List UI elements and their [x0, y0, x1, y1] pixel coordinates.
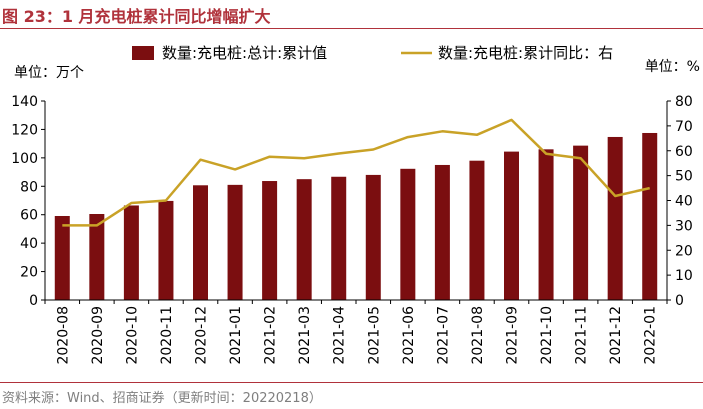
left-tick-label: 40 — [20, 236, 38, 252]
chart: 数量:充电桩:总计:累计值 数量:充电桩:累计同比：右 单位：万个 单位：% 0… — [11, 44, 700, 365]
x-tick-label: 2021-01 — [228, 306, 244, 365]
left-tick-label: 0 — [29, 293, 38, 309]
bar — [296, 179, 312, 300]
left-tick-label: 60 — [20, 208, 38, 224]
bar — [227, 184, 243, 300]
x-tick-label: 2021-11 — [574, 306, 590, 365]
x-tick-label: 2020-11 — [159, 306, 175, 365]
bar — [607, 136, 623, 300]
x-tick-label: 2020-12 — [194, 306, 210, 365]
bar — [573, 145, 589, 300]
right-unit-label: 单位：% — [645, 59, 700, 75]
x-tick-label: 2021-12 — [608, 306, 624, 365]
left-tick-label: 100 — [11, 151, 38, 167]
x-tick-label: 2020-10 — [124, 306, 140, 365]
x-tick-label: 2022-01 — [643, 306, 659, 365]
bar — [400, 168, 416, 300]
x-tick-label: 2021-09 — [505, 306, 521, 365]
legend: 数量:充电桩:总计:累计值 数量:充电桩:累计同比：右 — [132, 44, 613, 62]
bar — [54, 215, 70, 300]
left-tick-label: 20 — [20, 265, 38, 281]
x-tick-label: 2021-05 — [366, 306, 382, 365]
x-tick-label: 2021-02 — [263, 306, 279, 365]
title-rule — [0, 28, 703, 29]
right-tick-label: 10 — [675, 268, 693, 284]
right-tick-label: 80 — [675, 94, 693, 110]
bar — [538, 149, 554, 300]
x-tick-label: 2021-03 — [297, 306, 313, 365]
bar — [365, 174, 381, 300]
bar — [642, 132, 658, 300]
source-note: 资料来源：Wind、招商证券（更新时间：20220218） — [2, 391, 322, 406]
bar — [158, 200, 174, 300]
series-line — [62, 118, 650, 227]
right-tick-label: 60 — [675, 144, 693, 160]
bar — [504, 151, 519, 300]
x-tick-label: 2021-08 — [470, 306, 486, 365]
x-tick-label: 2020-09 — [90, 306, 106, 365]
right-tick-label: 20 — [675, 243, 693, 259]
bar — [123, 205, 139, 300]
source-rule — [0, 382, 703, 383]
right-tick-label: 30 — [675, 218, 693, 234]
plot-area: 0 20 40 60 80 100 120 140 0 10 20 30 40 50 60 70 80 2020-… — [11, 94, 693, 365]
bar — [331, 176, 347, 300]
legend-bar-swatch — [132, 46, 154, 60]
right-tick-label: 50 — [675, 169, 693, 185]
bar — [262, 181, 278, 300]
figure-title: 图 23：1 月充电桩累计同比增幅扩大 — [2, 7, 271, 26]
right-tick-label: 70 — [675, 119, 693, 135]
x-tick-label: 2021-06 — [401, 306, 417, 365]
bar — [469, 160, 485, 300]
legend-line-label: 数量:充电桩:累计同比：右 — [438, 44, 613, 62]
bar — [89, 214, 105, 300]
legend-bar-label: 数量:充电桩:总计:累计值 — [162, 44, 327, 62]
left-tick-label: 140 — [11, 94, 38, 110]
right-tick-label: 40 — [675, 194, 693, 210]
x-tick-label: 2021-10 — [539, 306, 555, 365]
bar — [193, 185, 208, 300]
x-tick-label: 2021-07 — [435, 306, 451, 365]
left-tick-label: 120 — [11, 122, 38, 138]
left-unit-label: 单位：万个 — [14, 65, 84, 81]
x-tick-label: 2020-08 — [55, 306, 71, 365]
bar — [434, 164, 450, 300]
right-tick-label: 0 — [675, 293, 684, 309]
left-tick-label: 80 — [20, 179, 38, 195]
x-tick-label: 2021-04 — [332, 306, 348, 365]
